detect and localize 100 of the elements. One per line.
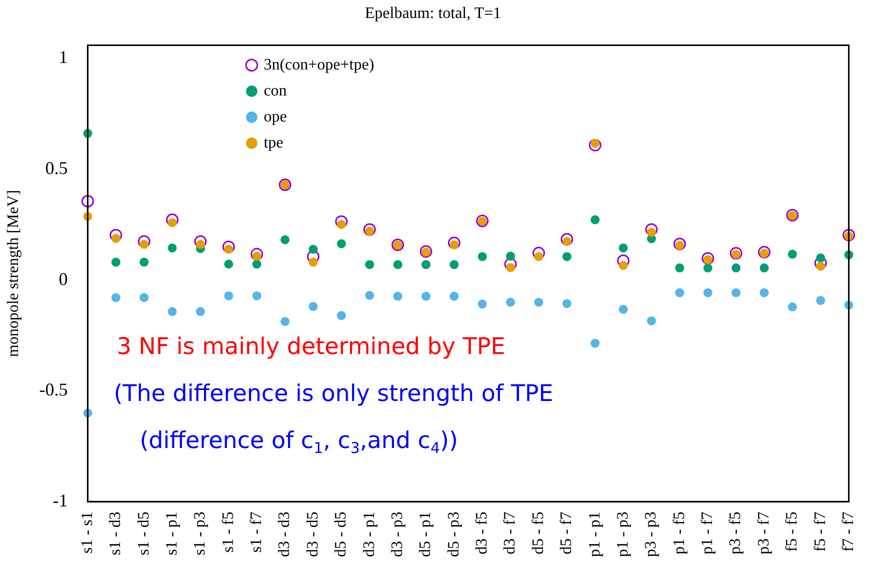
x-tick-label: d3 - p3: [388, 512, 406, 557]
point: [560, 233, 574, 246]
point: [421, 260, 430, 270]
annotation: (The difference is only strength of TPE: [114, 381, 554, 408]
point: [732, 263, 741, 272]
point: [788, 250, 797, 259]
point: [448, 236, 460, 250]
x-tick-label: f5 - f7: [812, 512, 829, 552]
point: [111, 293, 120, 302]
point: [308, 244, 318, 254]
point: [816, 253, 826, 262]
point: [250, 248, 264, 260]
x-tick-label: s1 - f7: [248, 512, 266, 553]
point: [393, 292, 402, 301]
point: [450, 260, 459, 270]
x-tick-label: s1 - p3: [192, 512, 209, 556]
y-axis-title: monopole strength [MeV]: [4, 190, 22, 357]
point: [336, 239, 346, 248]
point: [478, 300, 487, 309]
point: [478, 252, 487, 262]
point: [308, 302, 318, 311]
chart-title: Epelbaum: total, T=1: [364, 4, 502, 22]
point: [786, 208, 799, 222]
point: [532, 246, 545, 260]
x-tick-label: p3 - f5: [727, 512, 744, 554]
point: [618, 243, 628, 252]
point: [336, 311, 346, 320]
point: [788, 302, 797, 312]
legend-label: ope: [264, 108, 287, 126]
y-tick-label: -0.5: [39, 380, 68, 400]
point: [393, 260, 402, 270]
point: [816, 262, 826, 271]
point: [590, 215, 600, 224]
point: [816, 296, 826, 305]
x-tick-label: d3 - f5: [474, 512, 491, 554]
point: [224, 291, 234, 300]
x-tick-label: p1 - f5: [670, 512, 688, 554]
x-tick-label: s1 - s1: [78, 512, 96, 554]
x-tick-label: d3 - d5: [304, 512, 322, 557]
point: [168, 243, 177, 252]
x-tick-label: p3 - p3: [642, 512, 660, 557]
x-tick-label: s1 - p1: [163, 512, 180, 556]
point: [703, 288, 712, 298]
point: [168, 218, 177, 228]
point: [673, 238, 686, 250]
point: [194, 235, 207, 248]
legend-label: tpe: [264, 134, 284, 152]
point: [81, 194, 94, 208]
point: [562, 252, 572, 262]
point: [450, 292, 459, 301]
point: [110, 228, 122, 242]
point: [363, 223, 376, 236]
point: [280, 235, 290, 244]
point: [420, 245, 432, 258]
point: [732, 288, 741, 298]
x-tick-label: d5 - d5: [332, 512, 350, 557]
y-tick-label: 0: [58, 268, 68, 289]
annotation: 3 NF is mainly determined by TPE: [116, 334, 506, 360]
y-tick-label: 0.5: [45, 158, 68, 178]
x-tick-label: s1 - d5: [135, 512, 152, 556]
point: [702, 252, 714, 265]
point: [618, 260, 628, 270]
point: [842, 228, 856, 242]
legend-label: 3n(con+ope+tpe): [264, 56, 374, 74]
y-tick-label: -1: [52, 490, 68, 510]
x-tick-label: f5 - f5: [784, 512, 801, 552]
point: [111, 258, 120, 267]
point: [421, 292, 430, 301]
y-tick-label: 1: [58, 47, 68, 68]
x-tick-label: d3 - p1: [360, 512, 378, 557]
x-tick-label: p1 - p1: [586, 512, 604, 557]
point: [618, 304, 628, 314]
point: [166, 214, 179, 226]
x-tick-label: d5 - f7: [558, 512, 576, 554]
point: [645, 223, 658, 236]
point: [562, 299, 572, 308]
point: [646, 316, 656, 326]
point: [140, 293, 149, 302]
x-tick-label: p3 - f7: [755, 512, 772, 554]
legend-label: con: [264, 82, 287, 100]
point: [675, 263, 684, 272]
point: [280, 317, 290, 326]
point: [703, 263, 712, 272]
point: [252, 260, 262, 269]
x-tick-label: d5 - f5: [530, 512, 547, 554]
point: [365, 260, 374, 270]
x-tick-label: p1 - f7: [699, 512, 716, 554]
point: [168, 307, 177, 316]
point: [504, 258, 517, 270]
x-tick-label: s1 - f5: [220, 512, 237, 553]
point: [758, 246, 770, 258]
point: [335, 215, 348, 228]
point: [224, 260, 234, 269]
point: [730, 247, 742, 260]
point: [534, 298, 544, 307]
point: [506, 252, 516, 261]
x-tick-label: d3 - d3: [276, 512, 294, 557]
point: [675, 288, 684, 298]
point: [222, 240, 235, 254]
x-tick-label: d3 - f7: [502, 512, 519, 554]
